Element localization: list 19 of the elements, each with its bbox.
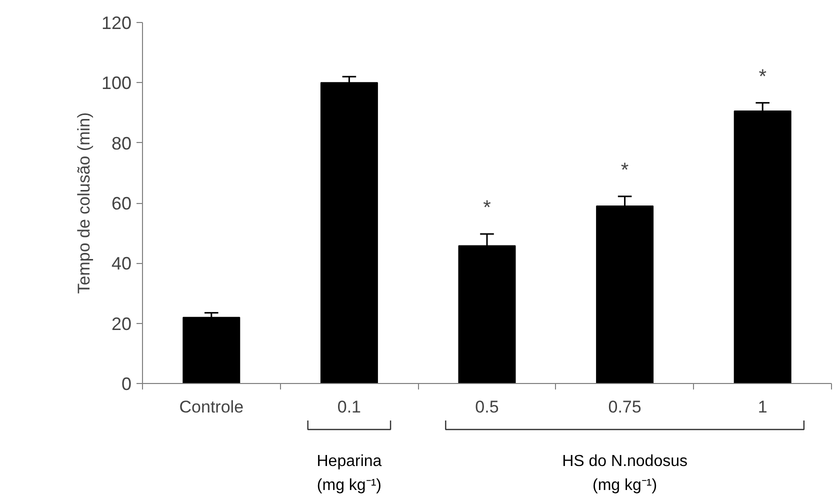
text: HS do N.nodosus (mg kg⁻¹) [562, 453, 688, 494]
y-tick-label: 100 [101, 73, 132, 94]
y-tick-label: 40 [111, 254, 132, 274]
x-tick-label: 0.1 [337, 398, 362, 416]
x-tick-label: 0.75 [608, 398, 642, 416]
y-axis-title: Tempo de colusão (min) [74, 112, 94, 294]
y-tick-label: 120 [101, 13, 132, 33]
y-tick-label: 20 [111, 314, 132, 334]
y-tick-label: 80 [111, 133, 132, 154]
y-tick-label: 0 [121, 374, 132, 394]
annotation: * [620, 159, 629, 182]
x-tick-label: 1 [758, 398, 768, 416]
x-tick-label: Controle [179, 398, 244, 416]
bar [182, 316, 240, 384]
annotation: * [758, 66, 767, 88]
annotation: * [483, 196, 492, 219]
x-tick-label: 0.5 [475, 398, 499, 416]
y-tick-label: 60 [111, 194, 132, 214]
text: Heparina (mg kg⁻¹) [316, 453, 382, 494]
